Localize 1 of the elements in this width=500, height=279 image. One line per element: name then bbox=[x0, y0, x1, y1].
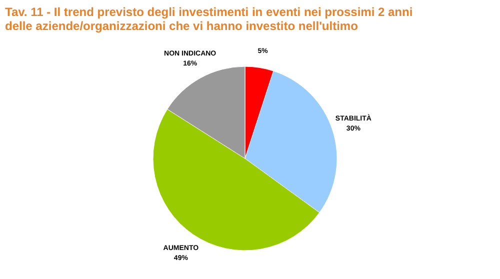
chart-title: Tav. 11 - Il trend previsto degli investimenti in eventi nei prossimi 2 anni delle aziende/organizzazioni che vi hanno investito nell'ultimo bbox=[5, 4, 413, 33]
